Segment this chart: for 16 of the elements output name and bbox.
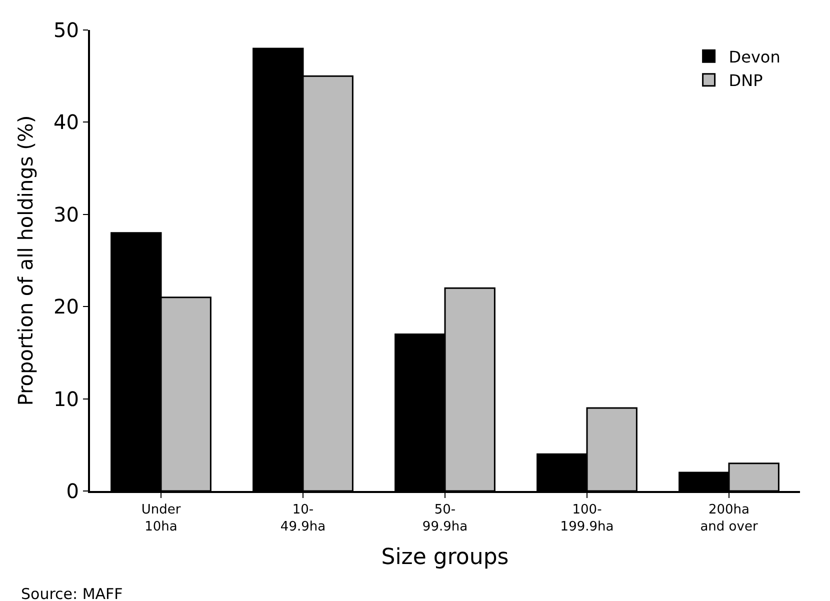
y-tick-label: 20 [54, 294, 79, 319]
x-tick-label: 50- 99.9ha [422, 502, 468, 534]
x-tick-label: 100- 199.9ha [560, 502, 614, 534]
legend-label: DNP [728, 71, 764, 90]
y-tick-label: 30 [54, 202, 79, 226]
y-tick-label: 50 [54, 18, 79, 42]
y-tick-label: 40 [54, 110, 79, 134]
x-tick-label: 200ha and over [700, 502, 758, 534]
x-tick-label: Under 10ha [141, 502, 182, 534]
x-tick-label: 10- 49.9ha [280, 502, 326, 534]
y-axis-title: Proportion of all holdings (%) [14, 115, 38, 406]
source-note: Source: MAFF [21, 585, 123, 601]
y-tick-label: 10 [54, 386, 79, 411]
y-tick-label: 0 [66, 479, 79, 503]
legend-label: Devon [728, 47, 780, 66]
x-axis-title: Size groups [381, 544, 509, 570]
